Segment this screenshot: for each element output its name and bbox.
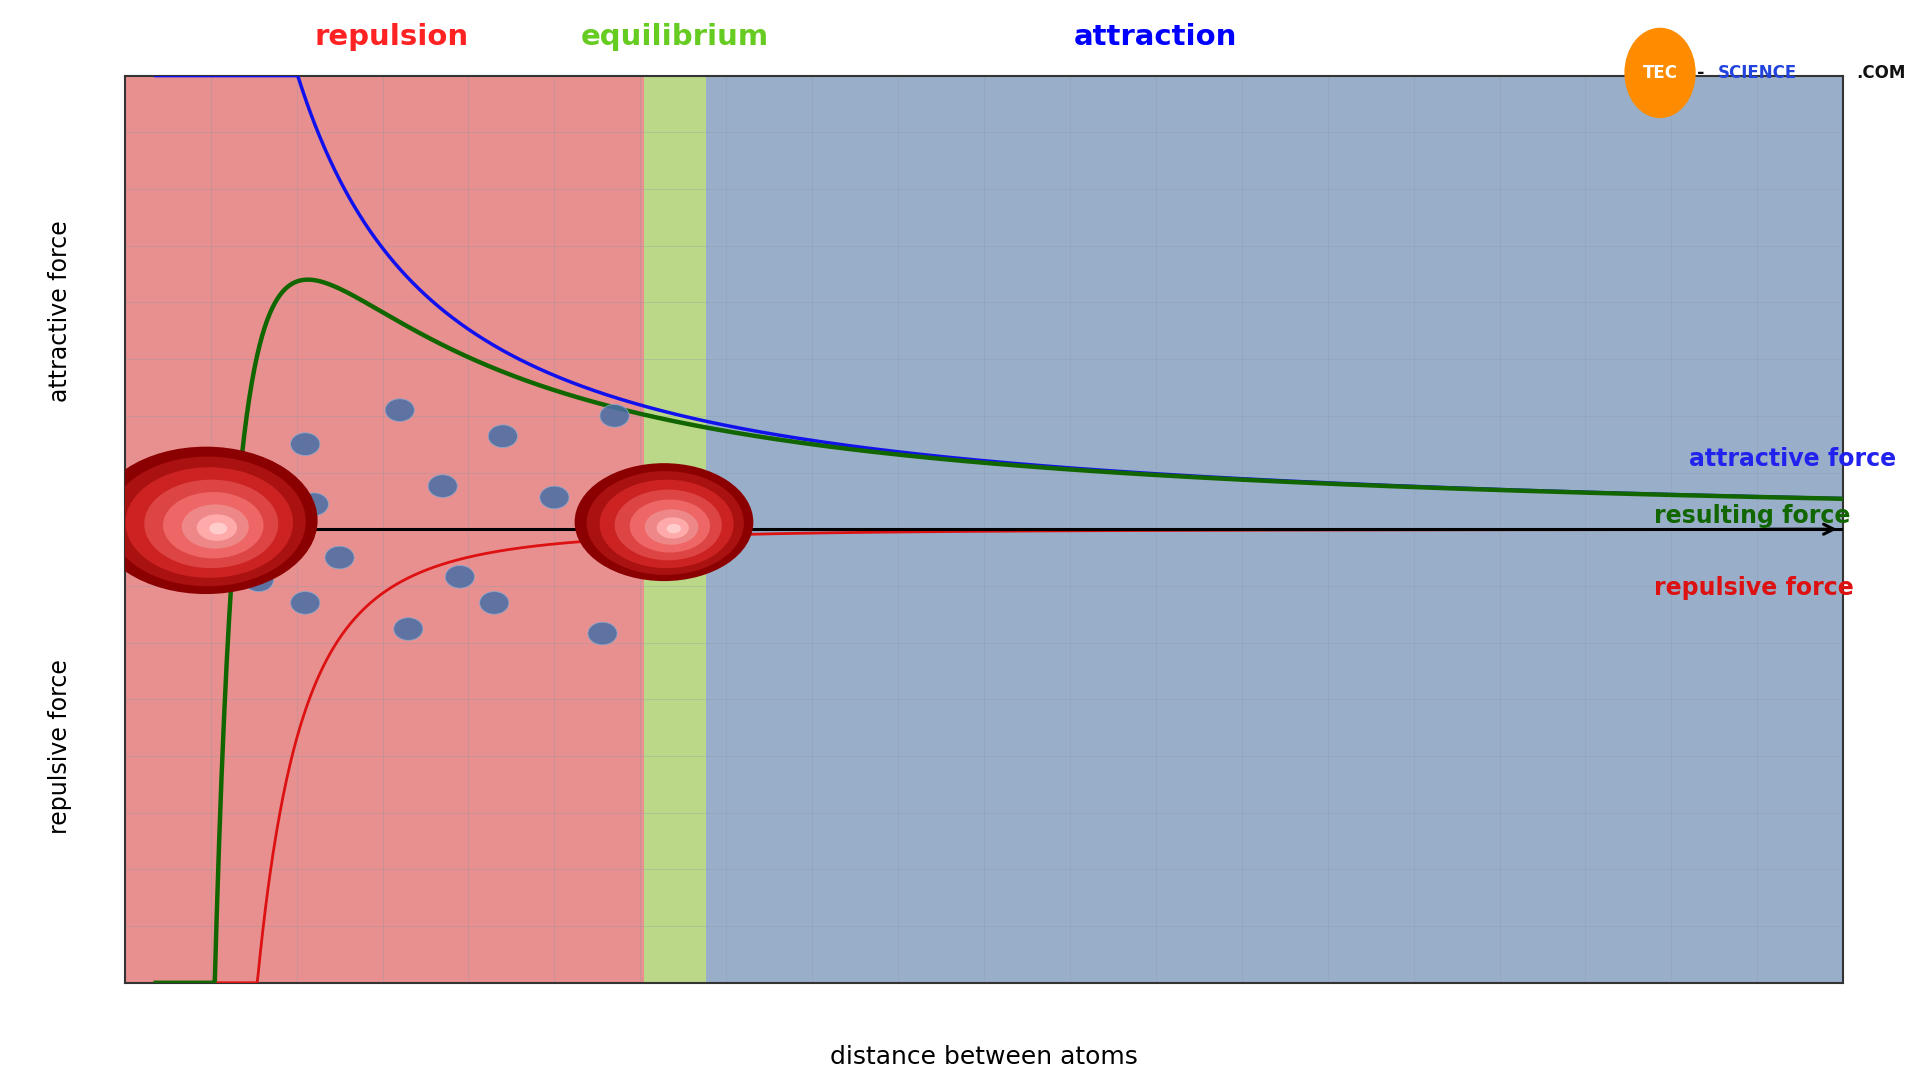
Text: attractive force: attractive force xyxy=(1688,447,1895,471)
Ellipse shape xyxy=(599,480,733,568)
Ellipse shape xyxy=(109,457,305,586)
Ellipse shape xyxy=(599,405,630,428)
Bar xyxy=(125,76,643,983)
Ellipse shape xyxy=(645,510,699,544)
Bar xyxy=(643,76,707,983)
Ellipse shape xyxy=(540,486,568,509)
Text: distance between atoms: distance between atoms xyxy=(829,1045,1139,1069)
Ellipse shape xyxy=(614,489,722,561)
Text: TEC: TEC xyxy=(1642,64,1678,82)
Text: SCIENCE: SCIENCE xyxy=(1718,64,1797,82)
Text: .COM: .COM xyxy=(1857,64,1907,82)
Ellipse shape xyxy=(480,592,509,615)
Ellipse shape xyxy=(588,471,743,575)
Ellipse shape xyxy=(574,463,753,581)
Text: resulting force: resulting force xyxy=(1655,503,1851,528)
Ellipse shape xyxy=(196,514,236,541)
Ellipse shape xyxy=(488,424,518,447)
Text: repulsive force: repulsive force xyxy=(1655,576,1855,600)
Ellipse shape xyxy=(182,504,250,549)
Text: equilibrium: equilibrium xyxy=(580,23,768,51)
Ellipse shape xyxy=(144,480,278,568)
Text: repulsion: repulsion xyxy=(315,23,468,51)
Ellipse shape xyxy=(290,433,321,456)
Ellipse shape xyxy=(94,447,317,594)
Text: attractive force: attractive force xyxy=(48,220,71,403)
Ellipse shape xyxy=(394,618,422,640)
Ellipse shape xyxy=(290,592,321,615)
Ellipse shape xyxy=(630,499,710,553)
Circle shape xyxy=(1624,28,1695,118)
Ellipse shape xyxy=(125,468,294,578)
Ellipse shape xyxy=(244,467,273,489)
Text: repulsive force: repulsive force xyxy=(48,660,71,835)
Ellipse shape xyxy=(428,475,457,498)
Bar xyxy=(707,76,1843,983)
Ellipse shape xyxy=(657,517,689,539)
Ellipse shape xyxy=(445,566,474,589)
Ellipse shape xyxy=(666,524,682,534)
Text: attraction: attraction xyxy=(1073,23,1238,51)
Ellipse shape xyxy=(300,492,328,515)
Text: -: - xyxy=(1697,64,1705,82)
Ellipse shape xyxy=(386,399,415,421)
Ellipse shape xyxy=(244,569,273,592)
Ellipse shape xyxy=(209,523,227,535)
Ellipse shape xyxy=(588,622,616,645)
Ellipse shape xyxy=(324,546,353,569)
Ellipse shape xyxy=(163,492,263,558)
